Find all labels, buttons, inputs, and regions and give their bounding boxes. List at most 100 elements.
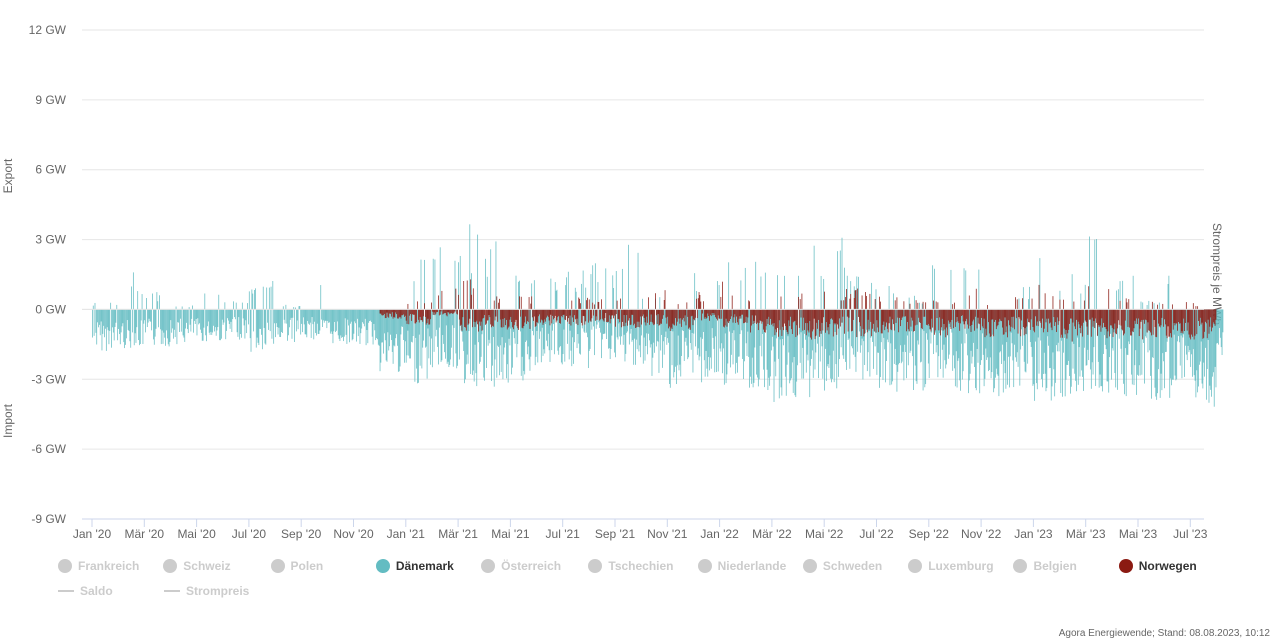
bar-norwegen bbox=[806, 309, 808, 324]
bar-dänemark bbox=[750, 309, 751, 377]
legend-item-saldo[interactable]: Saldo bbox=[58, 581, 164, 601]
bar-dänemark bbox=[945, 309, 947, 369]
bar-dänemark bbox=[343, 309, 344, 342]
bar-norwegen bbox=[879, 301, 881, 310]
bar-dänemark bbox=[587, 309, 588, 338]
bar-dänemark bbox=[898, 309, 900, 365]
bar-dänemark bbox=[608, 309, 610, 349]
bar-norwegen bbox=[1199, 309, 1200, 326]
bar-norwegen bbox=[386, 309, 388, 313]
bar-dänemark bbox=[991, 309, 993, 373]
bar-dänemark bbox=[1044, 309, 1046, 374]
bar-norwegen bbox=[539, 309, 540, 315]
legend-item-belgien[interactable]: Belgien bbox=[1013, 556, 1118, 576]
bar-norwegen bbox=[1098, 309, 1100, 328]
legend-item-luxemburg[interactable]: Luxemburg bbox=[908, 556, 1013, 576]
bar-dänemark bbox=[371, 309, 373, 337]
bar-dänemark bbox=[166, 309, 168, 339]
bar-norwegen bbox=[519, 309, 521, 317]
bar-norwegen bbox=[983, 309, 985, 319]
legend-item-strompreis[interactable]: Strompreis bbox=[164, 581, 270, 601]
bar-norwegen bbox=[895, 309, 897, 323]
bar-dänemark bbox=[846, 275, 848, 310]
bar-dänemark bbox=[242, 309, 244, 319]
bar-dänemark bbox=[1169, 309, 1171, 398]
bar-dänemark bbox=[375, 309, 377, 341]
bar-dänemark bbox=[110, 302, 112, 310]
bar-dänemark bbox=[100, 309, 102, 322]
bar-norwegen bbox=[890, 309, 892, 330]
bar-norwegen bbox=[533, 309, 534, 321]
bar-norwegen bbox=[854, 290, 856, 310]
bar-dänemark bbox=[931, 309, 933, 333]
bar-dänemark bbox=[701, 309, 703, 383]
bar-dänemark bbox=[496, 309, 498, 378]
bar-norwegen bbox=[1051, 309, 1053, 331]
bar-norwegen bbox=[579, 298, 581, 310]
bar-dänemark bbox=[195, 309, 197, 319]
bar-norwegen bbox=[827, 309, 829, 328]
bar-dänemark bbox=[1217, 309, 1219, 343]
bar-dänemark bbox=[226, 309, 227, 331]
bar-dänemark bbox=[420, 259, 422, 310]
legend-item-österreich[interactable]: Österreich bbox=[481, 556, 588, 576]
bar-dänemark bbox=[317, 309, 319, 335]
bar-norwegen bbox=[1083, 300, 1085, 310]
bar-dänemark bbox=[791, 309, 793, 363]
bar-dänemark bbox=[430, 309, 431, 365]
bar-dänemark bbox=[587, 309, 589, 369]
bar-norwegen bbox=[1052, 296, 1054, 310]
bar-norwegen bbox=[972, 309, 974, 322]
bar-dänemark bbox=[286, 309, 288, 324]
bar-norwegen bbox=[1064, 309, 1066, 335]
bar-norwegen bbox=[961, 309, 962, 316]
bar-norwegen bbox=[928, 309, 930, 326]
bar-norwegen bbox=[1072, 309, 1074, 323]
bar-norwegen bbox=[1076, 309, 1077, 320]
bar-dänemark bbox=[227, 309, 228, 319]
bar-norwegen bbox=[740, 309, 742, 319]
bar-norwegen bbox=[1008, 309, 1009, 321]
bar-dänemark bbox=[484, 309, 485, 381]
legend-item-norwegen[interactable]: Norwegen bbox=[1118, 556, 1218, 576]
bar-dänemark bbox=[424, 259, 425, 310]
bar-dänemark bbox=[1196, 309, 1198, 371]
bar-dänemark bbox=[258, 309, 260, 346]
legend-item-frankreich[interactable]: Frankreich bbox=[58, 556, 163, 576]
bar-dänemark bbox=[1095, 309, 1097, 386]
bar-dänemark bbox=[1115, 309, 1117, 388]
bar-dänemark bbox=[287, 309, 288, 341]
bar-norwegen bbox=[459, 309, 461, 326]
bar-norwegen bbox=[399, 309, 401, 317]
bar-dänemark bbox=[525, 309, 526, 342]
bar-norwegen bbox=[720, 296, 722, 310]
legend-item-tschechien[interactable]: Tschechien bbox=[588, 556, 697, 576]
bar-norwegen bbox=[914, 309, 916, 326]
bar-dänemark bbox=[499, 309, 500, 376]
y-tick-label: -9 GW bbox=[31, 512, 66, 526]
bar-dänemark bbox=[623, 309, 625, 335]
bar-dänemark bbox=[476, 309, 478, 387]
bar-dänemark bbox=[386, 309, 388, 362]
bar-dänemark bbox=[1071, 274, 1073, 310]
bar-norwegen bbox=[716, 309, 717, 319]
bar-dänemark bbox=[202, 309, 204, 341]
bar-dänemark bbox=[247, 303, 248, 310]
bar-dänemark bbox=[321, 309, 322, 320]
bar-dänemark bbox=[426, 309, 428, 379]
bar-dänemark bbox=[398, 309, 400, 372]
bar-norwegen bbox=[1084, 309, 1086, 321]
bar-norwegen bbox=[536, 309, 538, 322]
bar-norwegen bbox=[920, 309, 922, 329]
bar-dänemark bbox=[407, 309, 409, 331]
legend-item-polen[interactable]: Polen bbox=[270, 556, 376, 576]
legend-item-schweiz[interactable]: Schweiz bbox=[163, 556, 270, 576]
bar-dänemark bbox=[187, 309, 188, 330]
bar-dänemark bbox=[173, 309, 175, 330]
bar-dänemark bbox=[715, 309, 716, 337]
legend-item-dänemark[interactable]: Dänemark bbox=[375, 556, 481, 576]
legend-item-niederlande[interactable]: Niederlande bbox=[697, 556, 803, 576]
bar-dänemark bbox=[1097, 309, 1099, 362]
bar-norwegen bbox=[738, 309, 740, 319]
legend-item-schweden[interactable]: Schweden bbox=[802, 556, 908, 576]
